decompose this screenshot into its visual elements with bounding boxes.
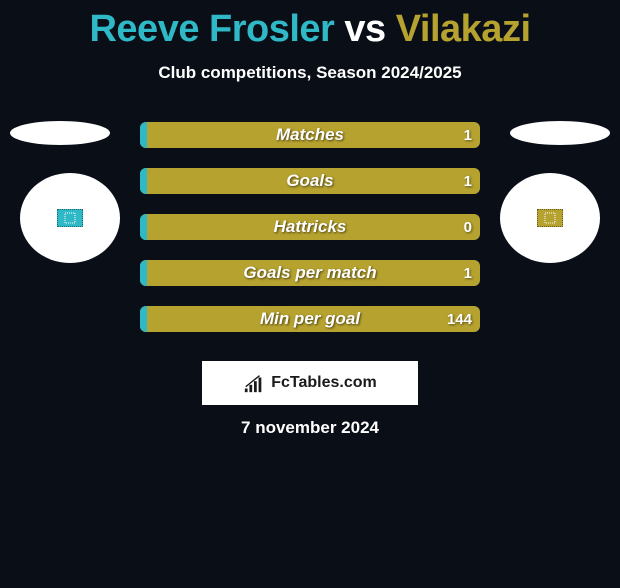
player1-ellipse xyxy=(10,121,110,145)
stats-area: Matches1Goals1Hattricks0Goals per match1… xyxy=(0,121,620,351)
comparison-title: Reeve Frosler vs Vilakazi xyxy=(0,8,620,51)
stat-label: Min per goal xyxy=(140,309,480,329)
stat-label: Goals per match xyxy=(140,263,480,283)
stat-bar: Hattricks0 xyxy=(140,214,480,240)
stat-bar: Min per goal144 xyxy=(140,306,480,332)
logo-box: FcTables.com xyxy=(202,361,418,405)
player2-name: Vilakazi xyxy=(396,8,531,50)
stat-bar: Matches1 xyxy=(140,122,480,148)
stat-value-right: 0 xyxy=(464,219,472,236)
player2-ellipse xyxy=(510,121,610,145)
stat-bar: Goals per match1 xyxy=(140,260,480,286)
stat-label: Goals xyxy=(140,171,480,191)
subtitle: Club competitions, Season 2024/2025 xyxy=(0,63,620,83)
vs-text: vs xyxy=(344,8,385,50)
stat-bars: Matches1Goals1Hattricks0Goals per match1… xyxy=(140,122,480,352)
player1-avatar xyxy=(20,173,120,263)
date-text: 7 november 2024 xyxy=(0,418,620,438)
stat-bar: Goals1 xyxy=(140,168,480,194)
stat-label: Matches xyxy=(140,125,480,145)
stat-value-right: 1 xyxy=(464,127,472,144)
player2-avatar xyxy=(500,173,600,263)
stat-label: Hattricks xyxy=(140,217,480,237)
player2-badge-icon xyxy=(537,209,563,227)
stat-value-right: 1 xyxy=(464,265,472,282)
stat-value-right: 1 xyxy=(464,173,472,190)
player1-name: Reeve Frosler xyxy=(89,8,334,50)
player1-badge-icon xyxy=(57,209,83,227)
logo-text: FcTables.com xyxy=(271,374,377,392)
stat-value-right: 144 xyxy=(447,311,472,328)
fctables-logo-icon xyxy=(243,372,265,394)
